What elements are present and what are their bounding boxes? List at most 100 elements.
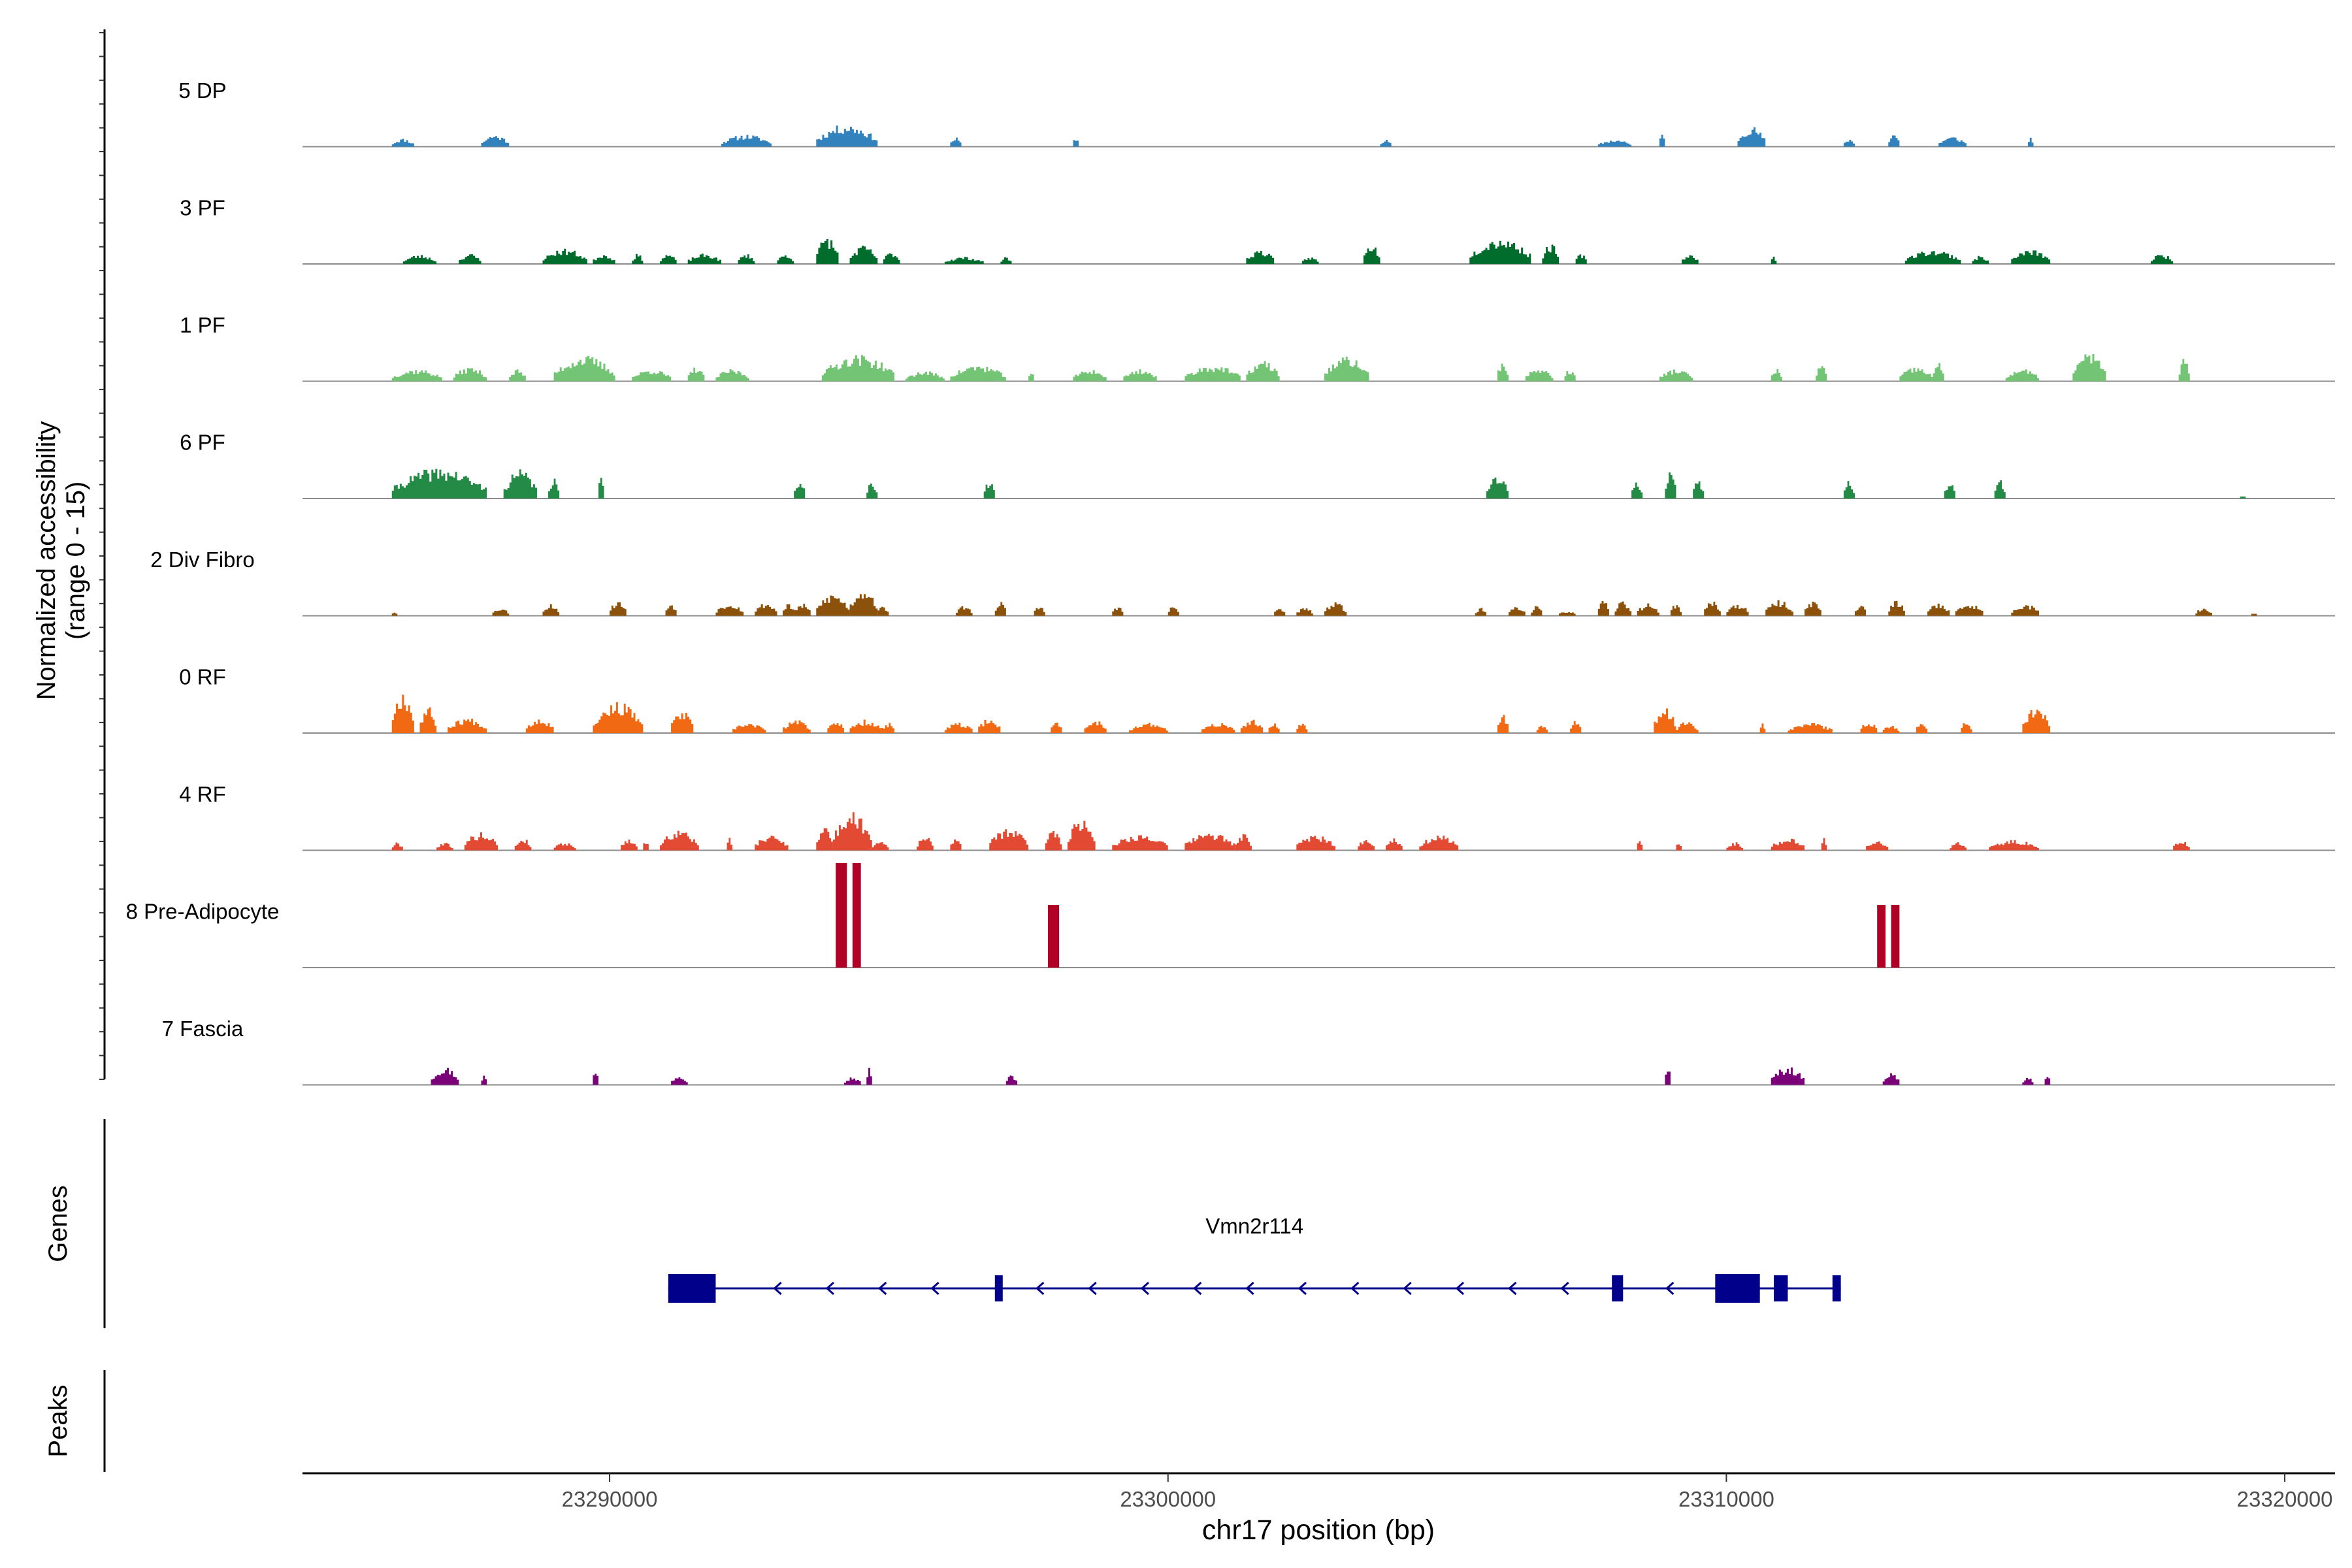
coverage-peak bbox=[1112, 835, 1168, 851]
x-axis-title: chr17 position (bp) bbox=[1202, 1514, 1435, 1546]
coverage-peak bbox=[1168, 607, 1179, 616]
coverage-peak bbox=[431, 1068, 459, 1085]
coverage-peak bbox=[738, 254, 755, 264]
coverage-peak bbox=[1497, 715, 1509, 733]
coverage-peak bbox=[1201, 723, 1235, 733]
coverage-peak bbox=[1296, 608, 1313, 616]
accessibility-axis-ticks bbox=[99, 32, 105, 1080]
track-label: 3 PF bbox=[180, 196, 225, 220]
coverage-peak bbox=[1184, 367, 1241, 382]
coverage-peak bbox=[1631, 482, 1643, 498]
coverage-peak bbox=[1067, 821, 1096, 851]
coverage-peak bbox=[514, 840, 532, 851]
coverage-peak bbox=[1240, 719, 1264, 733]
coverage-peak bbox=[1028, 374, 1034, 382]
coverage-peak bbox=[849, 594, 878, 616]
coverage-peak bbox=[1564, 371, 1576, 382]
coverage-peak bbox=[794, 604, 811, 616]
coverage-peak bbox=[593, 1073, 598, 1085]
coverage-peak bbox=[1854, 606, 1867, 616]
coverage-peak bbox=[1380, 140, 1392, 147]
coverage-peak bbox=[459, 254, 482, 264]
coverage-peak bbox=[1123, 369, 1157, 382]
coverage-peak bbox=[1475, 608, 1486, 616]
coverage-peak bbox=[610, 602, 627, 616]
y-axis-label-line2: (range 0 - 15) bbox=[61, 482, 90, 640]
track-3: 6 PF bbox=[180, 431, 2335, 499]
coverage-peak bbox=[783, 720, 811, 733]
coverage-peak bbox=[715, 606, 744, 616]
coverage-peak bbox=[1296, 836, 1336, 851]
coverage-peak bbox=[1084, 721, 1107, 733]
coverage-peak bbox=[994, 602, 1006, 616]
coverage-peak bbox=[2022, 1077, 2034, 1085]
coverage-peak bbox=[1570, 721, 1582, 733]
coverage-peak bbox=[1989, 840, 2040, 851]
coverage-peak bbox=[877, 606, 889, 616]
coverage-peak bbox=[391, 612, 398, 616]
coverage-peak bbox=[1877, 905, 1886, 968]
coverage-peak bbox=[419, 707, 437, 733]
strand-arrow bbox=[1088, 1281, 1097, 1296]
coverage-peak bbox=[687, 367, 705, 382]
coverage-peak bbox=[1805, 601, 1821, 616]
coverage-peak bbox=[1771, 1067, 1805, 1085]
coverage-peak bbox=[2011, 605, 2040, 616]
coverage-peak bbox=[1704, 601, 1721, 616]
gene-model bbox=[668, 1274, 1841, 1303]
track-label: 7 Fascia bbox=[162, 1017, 244, 1041]
coverage-peak bbox=[2005, 369, 2040, 382]
peaks-panel: Peaks bbox=[44, 1370, 106, 1472]
coverage-peak bbox=[821, 355, 894, 382]
x-tick-label: 23320000 bbox=[2237, 1487, 2333, 1511]
coverage-peak bbox=[671, 713, 694, 733]
coverage-peak bbox=[509, 369, 526, 382]
track-label: 5 DP bbox=[178, 78, 226, 103]
coverage-peak bbox=[659, 255, 677, 264]
strand-arrow bbox=[1298, 1281, 1307, 1296]
coverage-peak bbox=[715, 369, 749, 382]
coverage-peak bbox=[944, 723, 973, 733]
coverage-peak bbox=[593, 255, 615, 264]
strand-arrow bbox=[1665, 1281, 1674, 1296]
coverage-peak bbox=[2027, 137, 2034, 147]
coverage-peak bbox=[643, 843, 649, 851]
coverage-peak bbox=[794, 483, 806, 498]
coverage-peak bbox=[1047, 905, 1060, 968]
strand-arrow bbox=[1455, 1281, 1465, 1296]
coverage-peak bbox=[989, 829, 1029, 851]
coverage-peak bbox=[1665, 472, 1676, 498]
coverage-peak bbox=[777, 255, 794, 264]
coverage-peak bbox=[1525, 370, 1554, 382]
coverage-peak bbox=[950, 839, 962, 851]
coverage-peak bbox=[632, 371, 672, 382]
coverage-peak bbox=[1927, 603, 1950, 616]
coverage-peak bbox=[1542, 244, 1560, 264]
coverage-peak bbox=[671, 1077, 688, 1085]
gene-exon bbox=[1832, 1275, 1841, 1301]
coverage-peak bbox=[866, 1068, 872, 1085]
coverage-peak bbox=[1073, 140, 1079, 147]
coverage-peak bbox=[391, 694, 414, 733]
strand-arrow bbox=[930, 1281, 939, 1296]
coverage-peak bbox=[665, 605, 677, 616]
coverage-peak bbox=[1559, 612, 1576, 616]
coverage-peak bbox=[883, 253, 900, 264]
coverage-peak bbox=[448, 719, 487, 733]
coverage-peak bbox=[1000, 257, 1012, 264]
coverage-peak bbox=[1184, 834, 1235, 851]
coverage-peak bbox=[1497, 363, 1509, 382]
gene-name-label: Vmn2r114 bbox=[1205, 1214, 1303, 1238]
track-label: 4 RF bbox=[179, 782, 226, 806]
coverage-peak bbox=[849, 245, 878, 264]
x-tick-label: 23300000 bbox=[1120, 1487, 1216, 1511]
coverage-peak bbox=[950, 137, 962, 147]
genes-panel-label: Genes bbox=[44, 1185, 73, 1262]
coverage-peak bbox=[1246, 361, 1280, 382]
coverage-peak bbox=[1955, 606, 1984, 616]
coverage-peak bbox=[844, 1077, 861, 1085]
coverage-peak bbox=[1005, 1075, 1017, 1085]
coverage-peak bbox=[1693, 481, 1705, 498]
coverage-peak bbox=[1843, 139, 1855, 147]
coverage-peak bbox=[1788, 723, 1833, 733]
